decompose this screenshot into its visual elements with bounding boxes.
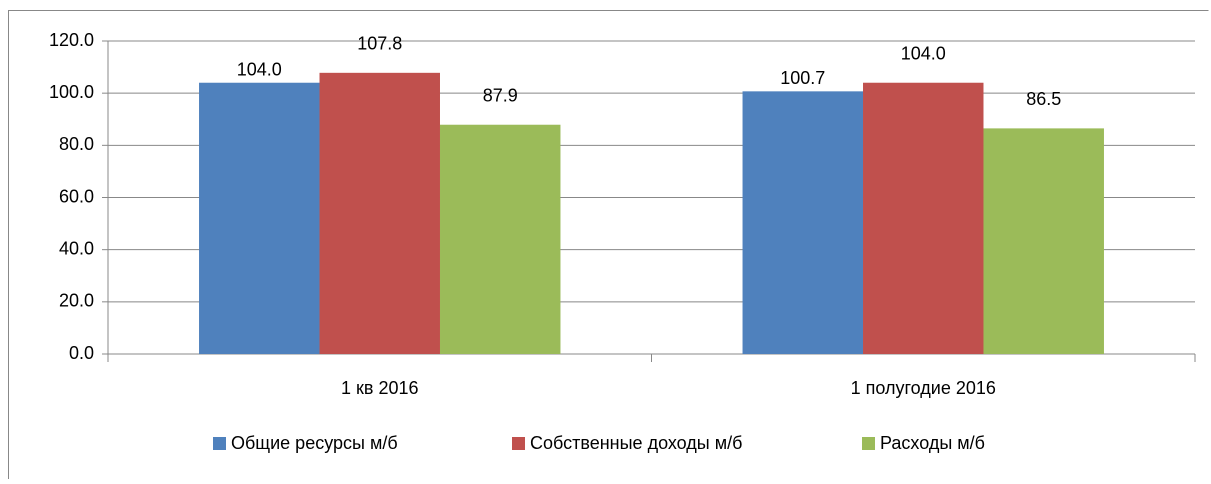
y-tick-label: 0.0 (69, 343, 94, 363)
x-tick-label: 1 кв 2016 (341, 378, 419, 398)
data-label: 107.8 (357, 34, 402, 54)
x-tick-label: 1 полугодие 2016 (851, 378, 996, 398)
data-label: 87.9 (483, 85, 518, 105)
data-label: 86.5 (1026, 89, 1061, 109)
legend-swatch (213, 437, 226, 450)
y-tick-label: 120.0 (49, 30, 94, 50)
data-label: 104.0 (237, 59, 282, 79)
legend-label: Расходы м/б (880, 433, 985, 453)
bar (199, 82, 320, 354)
y-tick-label: 40.0 (59, 238, 94, 258)
legend-swatch (862, 437, 875, 450)
bar (319, 72, 440, 355)
legend-swatch (512, 437, 525, 450)
y-tick-label: 80.0 (59, 134, 94, 154)
bar (863, 82, 984, 354)
bar (439, 124, 561, 354)
bar (983, 128, 1104, 354)
y-tick-label: 60.0 (59, 186, 94, 206)
data-label: 104.0 (901, 43, 946, 63)
chart-border (8, 10, 1209, 479)
data-label: 100.7 (780, 68, 825, 88)
y-tick-label: 100.0 (49, 82, 94, 102)
legend-label: Собственные доходы м/б (530, 433, 742, 453)
legend-label: Общие ресурсы м/б (231, 433, 398, 453)
bar (742, 91, 864, 355)
y-tick-label: 20.0 (59, 291, 94, 311)
